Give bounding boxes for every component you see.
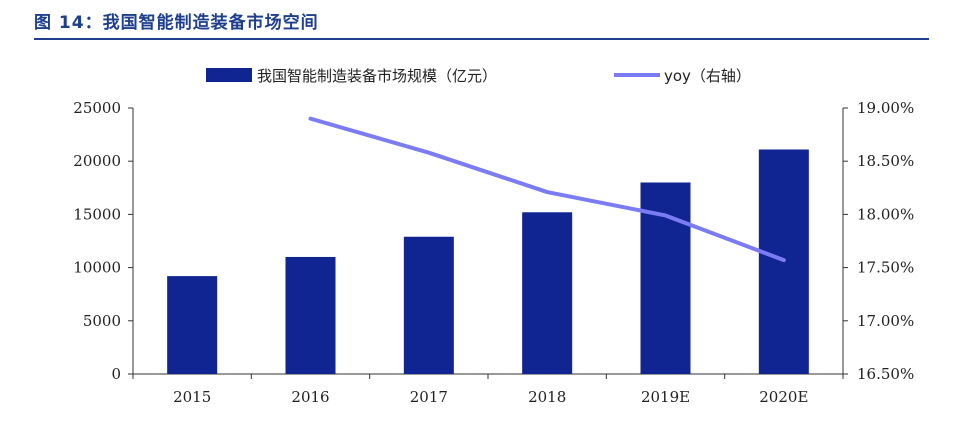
bar: [285, 256, 336, 374]
x-tick-label: 2015: [173, 388, 211, 406]
x-tick-label: 2020E: [759, 388, 808, 406]
legend-line-label: yoy（右轴）: [664, 67, 751, 85]
right-tick-label: 17.00%: [857, 312, 914, 330]
x-tick-label: 2019E: [641, 388, 690, 406]
right-tick-label: 18.00%: [857, 205, 914, 223]
left-tick-label: 25000: [73, 99, 121, 117]
x-tick-label: 2018: [528, 388, 566, 406]
right-tick-label: 16.50%: [857, 365, 914, 383]
bar: [167, 276, 218, 374]
legend-bar-swatch: [206, 68, 252, 82]
title-divider: [34, 38, 929, 40]
right-tick-label: 18.50%: [857, 152, 914, 170]
left-tick-label: 20000: [73, 152, 121, 170]
left-tick-label: 15000: [73, 205, 121, 223]
x-tick-label: 2016: [291, 388, 329, 406]
right-tick-label: 17.50%: [857, 259, 914, 277]
bar: [522, 212, 573, 374]
x-tick-label: 2017: [410, 388, 448, 406]
bar: [403, 236, 454, 374]
chart-legend: 我国智能制造装备市场规模（亿元） yoy（右轴）: [206, 67, 751, 85]
left-tick-label: 0: [111, 365, 121, 383]
right-tick-label: 19.00%: [857, 99, 914, 117]
source-note-strip: [0, 434, 963, 440]
bar-series: [167, 149, 809, 374]
line-series: [308, 116, 786, 263]
legend-bar-label: 我国智能制造装备市场规模（亿元）: [257, 67, 497, 85]
left-tick-label: 5000: [83, 312, 121, 330]
figure-title: 图 14：我国智能制造装备市场空间: [34, 13, 319, 33]
left-tick-label: 10000: [73, 259, 121, 277]
chart-axes: 0 5000 10000 15000 20000 25000 16.50% 17.00% 17.…: [73, 99, 914, 406]
